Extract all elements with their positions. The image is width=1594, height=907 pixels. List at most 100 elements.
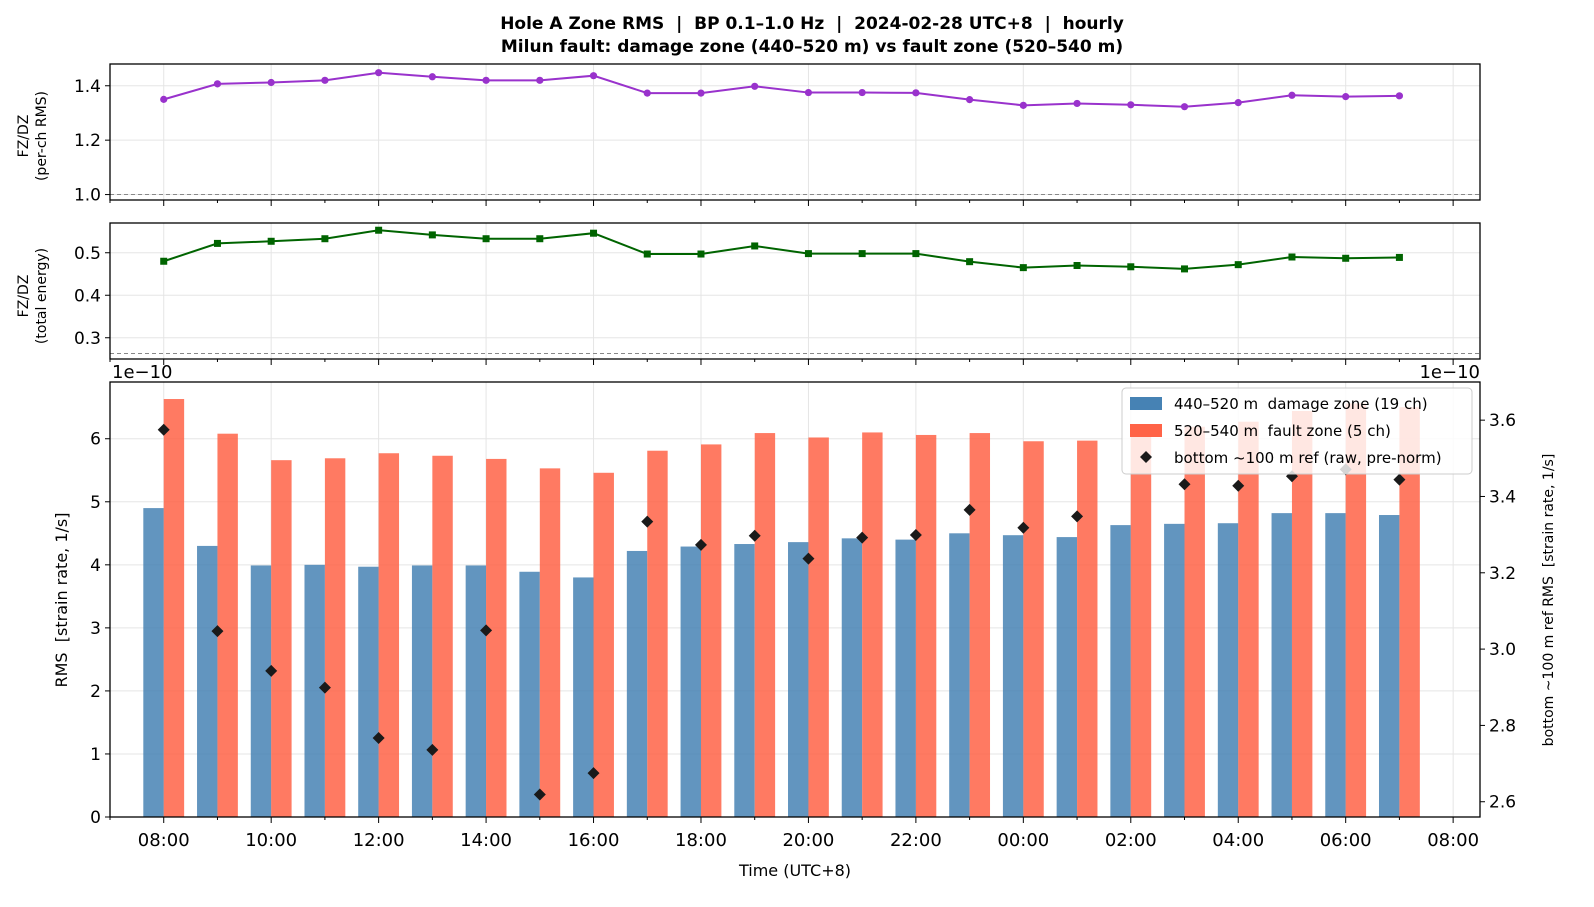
ratio_rms-point bbox=[1395, 92, 1404, 100]
ratio_energy-point bbox=[160, 257, 168, 265]
legend-label-fault-zone: 520–540 m fault zone (5 ch) bbox=[1174, 422, 1391, 440]
fault-zone-bar bbox=[1291, 411, 1313, 817]
panel-frame bbox=[109, 381, 1481, 818]
bottom-ref-marker bbox=[265, 664, 278, 677]
ratio_energy-point bbox=[1395, 253, 1403, 261]
y-tick-label: 1.4 bbox=[74, 77, 101, 97]
ratio_energy-point bbox=[1181, 265, 1189, 273]
bar-panel-ylabel: RMS [strain rate, 1/s] bbox=[52, 513, 71, 688]
y2-tick-label: 3.6 bbox=[1489, 411, 1516, 431]
ratio_energy-point bbox=[751, 242, 759, 250]
ratio_rms-point bbox=[1180, 103, 1189, 111]
ratio_energy-point bbox=[375, 226, 383, 234]
ratio_rms-line bbox=[163, 71, 1400, 108]
bottom-ref-marker bbox=[318, 681, 331, 694]
fault-zone-bar bbox=[539, 468, 561, 817]
fault-zone-bar bbox=[1238, 421, 1259, 817]
x-tick-label: 20:00 bbox=[782, 830, 834, 851]
ratio_rms-point bbox=[1342, 93, 1350, 101]
bottom-ref-marker bbox=[694, 538, 707, 551]
fault-zone-bar bbox=[593, 472, 614, 817]
ratio_energy-point bbox=[536, 235, 544, 243]
fault-zone-bar bbox=[432, 455, 453, 817]
ratio_rms-point bbox=[213, 80, 222, 88]
bottom-ref-marker bbox=[1071, 510, 1084, 523]
fault-zone-bar bbox=[1399, 407, 1420, 817]
y-tick-label: 0 bbox=[90, 808, 101, 828]
bottom-ref-marker bbox=[748, 529, 761, 542]
ratio_rms-point bbox=[482, 76, 490, 84]
y-tick-label: 0.5 bbox=[74, 244, 101, 264]
y-tick-label: 6 bbox=[90, 430, 101, 450]
bottom-ref-marker bbox=[211, 625, 224, 638]
ratio_rms-point bbox=[589, 72, 598, 80]
x-tick-label: 04:00 bbox=[1212, 830, 1264, 851]
ratio-energy-panel: 0.3 0.4 0.5 bbox=[74, 222, 1481, 365]
x-tick-label: 08:00 bbox=[1427, 830, 1479, 851]
legend-label-bottom-ref: bottom ~100 m ref (raw, pre-norm) bbox=[1174, 449, 1442, 467]
x-tick-label: 14:00 bbox=[460, 830, 512, 851]
ratio_energy-point bbox=[1073, 262, 1081, 269]
offset-text-left: 1e−10 bbox=[112, 362, 173, 383]
ratio_rms-point bbox=[160, 95, 168, 103]
bottom-ref-marker bbox=[909, 529, 922, 542]
damage-zone-bar bbox=[1110, 525, 1131, 817]
ratio_energy-point bbox=[1019, 264, 1027, 272]
ratio_energy-line bbox=[163, 229, 1400, 270]
ratio_energy-point bbox=[428, 231, 436, 239]
ratio_rms-point bbox=[966, 96, 974, 104]
ratio_energy-point bbox=[1288, 253, 1296, 261]
ratio_rms-point bbox=[536, 76, 544, 84]
ratio_rms-point bbox=[321, 76, 329, 84]
damage-zone-bar bbox=[358, 566, 379, 817]
damage-zone-bar bbox=[788, 542, 809, 817]
y-tick-label: 1.0 bbox=[74, 186, 101, 206]
bottom-ref-marker bbox=[372, 732, 385, 745]
y2-tick-label: 2.8 bbox=[1489, 716, 1516, 736]
fault-zone-bar bbox=[271, 460, 292, 817]
damage-zone-bar bbox=[573, 577, 594, 817]
damage-zone-bar bbox=[734, 544, 755, 817]
x-tick-label: 16:00 bbox=[568, 830, 620, 851]
fault-zone-bar bbox=[1077, 440, 1098, 817]
ratio_energy-point bbox=[697, 250, 705, 258]
damage-zone-bar bbox=[1217, 523, 1239, 817]
bottom-ref-marker bbox=[587, 767, 600, 780]
y-tick-label: 5 bbox=[90, 493, 101, 513]
bottom-ref-marker bbox=[157, 423, 170, 436]
damage-zone-bar bbox=[895, 539, 916, 817]
x-tick-label: 06:00 bbox=[1320, 830, 1372, 851]
fault-zone-bar bbox=[808, 437, 829, 817]
fault-zone-bar bbox=[378, 453, 400, 817]
fault-zone-bar bbox=[915, 434, 937, 817]
ratio_energy-point bbox=[643, 250, 651, 258]
y2-tick-label: 3.4 bbox=[1489, 487, 1516, 507]
zone-rms-bar-panel: 0 1 2 3 4 5 6 2.6 2.8 3.0 3.2 3.4 3.6 08:00 10:00 12:00… bbox=[90, 381, 1516, 851]
offset-text-right: 1e−10 bbox=[1419, 362, 1480, 383]
fault-zone-bar bbox=[754, 433, 776, 817]
ratio_energy-point bbox=[482, 235, 490, 243]
ratio_rms-point bbox=[1234, 99, 1242, 107]
damage-zone-bar bbox=[143, 508, 164, 817]
ratio_energy-point bbox=[267, 237, 275, 245]
ratio_energy-point bbox=[966, 258, 974, 266]
y-tick-label: 0.4 bbox=[74, 286, 101, 306]
fault-zone-bar bbox=[647, 450, 668, 817]
panel-frame bbox=[109, 222, 1481, 360]
ratio_rms-point bbox=[1288, 91, 1296, 99]
fault-zone-bar bbox=[324, 458, 346, 817]
legend-swatch-damage-zone bbox=[1130, 397, 1162, 410]
ratio_energy-point bbox=[213, 239, 221, 247]
bar-panel-xlabel: Time (UTC+8) bbox=[738, 861, 851, 880]
legend-swatch-fault-zone bbox=[1130, 424, 1162, 437]
y-tick-label: 0.3 bbox=[74, 329, 101, 349]
damage-zone-bar bbox=[841, 538, 863, 817]
damage-zone-bar bbox=[626, 550, 648, 817]
figure-title-line2: Milun fault: damage zone (440–520 m) vs … bbox=[501, 37, 1123, 57]
damage-zone-bar bbox=[465, 565, 487, 817]
fault-zone-bar bbox=[217, 433, 238, 817]
damage-zone-bar bbox=[949, 533, 970, 817]
panel1-ylabel-line2: (per-ch RMS) bbox=[34, 91, 50, 181]
y2-tick-label: 3.2 bbox=[1489, 564, 1516, 584]
ratio_energy-point bbox=[1234, 261, 1242, 269]
